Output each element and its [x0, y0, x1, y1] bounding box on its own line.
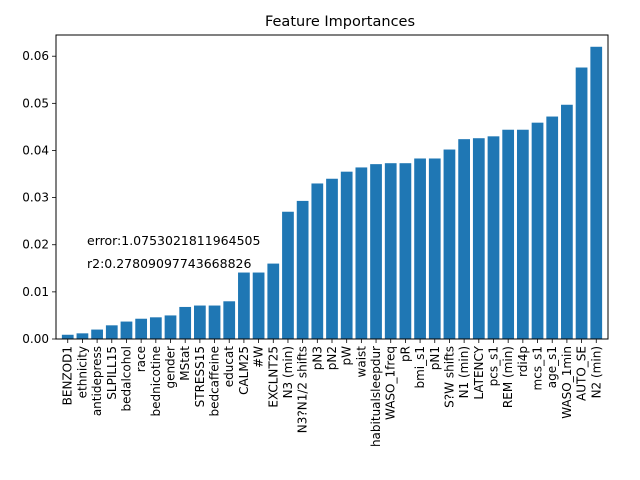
- bars-group: [61, 46, 603, 340]
- x-tick-label-19: pW: [340, 346, 354, 366]
- x-tick-label-31: rdi4p: [516, 346, 530, 377]
- plot-frame: [55, 34, 609, 340]
- x-tick-label-1: ethnicity: [75, 346, 89, 398]
- y-tick-label-1: 0.01: [22, 285, 49, 299]
- x-tick-label-28: LATENCY: [472, 345, 486, 399]
- bar-30: [502, 129, 515, 339]
- bar-12: [238, 272, 250, 339]
- y-axis: 0.00 0.01 0.02 0.03 0.04 0.05 0.06: [22, 49, 56, 346]
- bar-22: [384, 163, 397, 339]
- bar-17: [311, 183, 324, 339]
- x-tick-label-35: AUTO_SE: [575, 346, 589, 401]
- bar-0: [61, 334, 74, 339]
- bar-9: [194, 305, 206, 339]
- x-tick-label-0: BENZOD1: [61, 346, 75, 405]
- x-tick-label-24: bmi_s1: [413, 346, 427, 389]
- bar-14: [267, 263, 280, 339]
- x-axis: BENZOD1 ethnicity antidepress SLPILL15 bedal…: [61, 339, 603, 447]
- bar-2: [91, 329, 103, 339]
- x-tick-label-9: STRESS15: [193, 346, 207, 407]
- x-tick-label-14: EXCLNT25: [266, 346, 280, 408]
- x-tick-label-36: N2 (min): [589, 346, 603, 398]
- bar-36: [590, 46, 603, 339]
- x-tick-label-32: mcs_s1: [531, 346, 545, 390]
- y-tick-label-0: 0.00: [22, 332, 49, 346]
- x-tick-label-21: habitualsleepdur: [369, 346, 383, 447]
- x-tick-label-15: N3 (min): [281, 346, 295, 398]
- bar-16: [296, 200, 309, 339]
- bar-28: [472, 138, 485, 339]
- x-tick-label-16: N3?N1/2 shifts: [296, 346, 310, 433]
- x-tick-label-10: bedcaffeine: [208, 346, 222, 417]
- bar-23: [399, 163, 412, 339]
- bar-34: [561, 104, 573, 339]
- bar-10: [208, 305, 221, 339]
- x-tick-label-22: WASO_1freq: [384, 346, 398, 420]
- bar-11: [223, 301, 236, 339]
- x-tick-label-7: gender: [164, 346, 178, 389]
- bar-1: [76, 333, 89, 339]
- x-tick-label-30: REM (min): [501, 346, 515, 408]
- y-tick-label-6: 0.06: [22, 49, 49, 63]
- bar-3: [105, 325, 118, 339]
- bar-19: [340, 171, 353, 339]
- x-tick-label-27: N1 (min): [457, 346, 471, 398]
- bar-35: [575, 67, 588, 340]
- bar-7: [164, 315, 177, 339]
- bar-13: [252, 272, 265, 339]
- x-tick-label-17: pN3: [310, 346, 324, 370]
- x-tick-label-6: bednicotine: [149, 346, 163, 417]
- error-annotation: error:1.0753021811964505: [87, 233, 260, 248]
- x-tick-label-34: WASO_1min: [560, 346, 574, 419]
- x-tick-label-20: waist: [354, 346, 368, 378]
- r2-annotation: r2:0.27809097743668826: [87, 256, 251, 271]
- bar-29: [487, 136, 500, 339]
- x-tick-label-18: pN2: [325, 346, 339, 370]
- x-tick-label-25: pN1: [428, 346, 442, 370]
- bar-4: [120, 321, 133, 339]
- x-tick-label-2: antidepress: [90, 346, 104, 416]
- bar-27: [458, 139, 470, 339]
- bar-18: [326, 178, 338, 339]
- bar-24: [414, 158, 426, 339]
- y-tick-label-5: 0.05: [22, 96, 49, 110]
- x-tick-label-4: bedalcohol: [119, 346, 133, 412]
- x-tick-label-29: pcs_s1: [486, 346, 500, 386]
- bar-20: [355, 167, 368, 339]
- bar-8: [179, 306, 192, 339]
- y-tick-label-2: 0.02: [22, 238, 49, 252]
- x-tick-label-12: CALM25: [237, 346, 251, 395]
- x-tick-label-13: #W: [252, 346, 266, 368]
- bar-31: [516, 129, 529, 339]
- y-tick-label-4: 0.04: [22, 143, 49, 157]
- bar-21: [370, 164, 382, 339]
- bar-25: [428, 158, 441, 339]
- x-tick-label-8: MStat: [178, 346, 192, 381]
- bar-26: [443, 149, 456, 339]
- x-tick-label-33: age_s1: [545, 346, 559, 388]
- x-tick-label-5: race: [134, 346, 148, 372]
- bar-6: [149, 317, 162, 339]
- x-tick-label-23: pR: [398, 346, 412, 362]
- y-tick-label-3: 0.03: [22, 191, 49, 205]
- bar-15: [282, 211, 294, 339]
- bar-32: [531, 122, 544, 339]
- x-tick-label-3: SLPILL15: [105, 346, 119, 400]
- bar-5: [135, 318, 148, 339]
- x-tick-label-11: educat: [222, 346, 236, 388]
- bar-33: [546, 116, 559, 339]
- chart-title: Feature Importances: [265, 14, 415, 30]
- x-tick-label-26: S?W shifts: [442, 346, 456, 408]
